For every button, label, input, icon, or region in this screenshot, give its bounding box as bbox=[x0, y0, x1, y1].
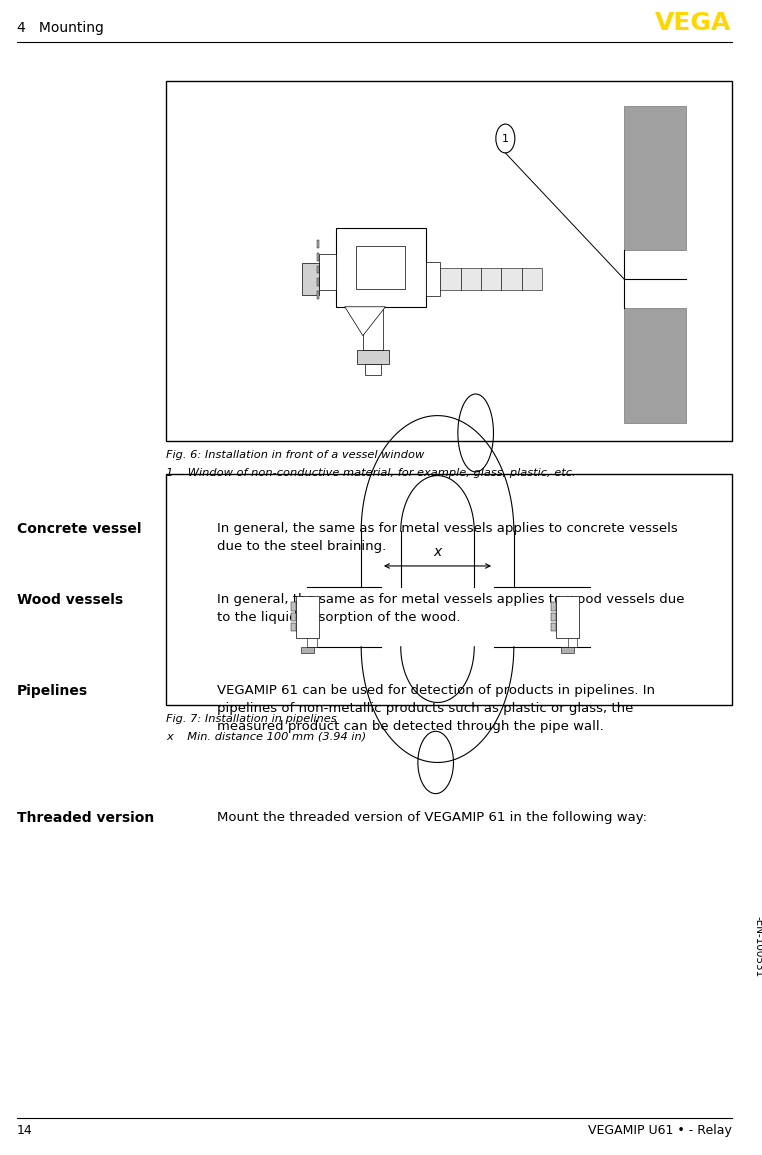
Text: Pipelines: Pipelines bbox=[17, 684, 88, 698]
Bar bbox=[307, 638, 316, 647]
Bar bbox=[290, 602, 296, 611]
Bar bbox=[556, 596, 579, 638]
Bar bbox=[624, 106, 687, 251]
Bar bbox=[290, 623, 296, 632]
Text: Mount the threaded version of VEGAMIP 61 in the following way:: Mount the threaded version of VEGAMIP 61… bbox=[217, 811, 647, 824]
Bar bbox=[551, 612, 556, 621]
Text: Fig. 7: Installation in pipelines: Fig. 7: Installation in pipelines bbox=[166, 714, 337, 724]
Bar bbox=[317, 240, 319, 248]
Text: Threaded version: Threaded version bbox=[17, 811, 154, 825]
Bar bbox=[461, 268, 481, 290]
Text: In general, the same as for metal vessels applies to wood vessels due
to the liq: In general, the same as for metal vessel… bbox=[217, 593, 685, 624]
Text: 14: 14 bbox=[17, 1124, 33, 1137]
Text: -EN-100531: -EN-100531 bbox=[753, 916, 762, 978]
Text: 1: 1 bbox=[502, 134, 509, 143]
Bar bbox=[440, 268, 461, 290]
Bar bbox=[317, 278, 319, 286]
Text: VEGAMIP 61 can be used for detection of products in pipelines. In
pipelines of n: VEGAMIP 61 can be used for detection of … bbox=[217, 684, 655, 732]
Bar bbox=[296, 596, 319, 638]
Text: 4   Mounting: 4 Mounting bbox=[17, 21, 104, 35]
Bar bbox=[319, 254, 336, 290]
Bar bbox=[301, 647, 314, 653]
Bar bbox=[363, 307, 383, 350]
Text: Wood vessels: Wood vessels bbox=[17, 593, 123, 606]
Bar bbox=[166, 81, 732, 441]
Bar bbox=[317, 266, 319, 274]
Bar bbox=[568, 638, 577, 647]
Text: 1    Window of non-conductive material, for example, glass, plastic, etc.: 1 Window of non-conductive material, for… bbox=[166, 468, 576, 478]
Bar bbox=[561, 647, 575, 653]
Text: Concrete vessel: Concrete vessel bbox=[17, 522, 141, 536]
Bar bbox=[357, 350, 389, 365]
Text: x    Min. distance 100 mm (3.94 in): x Min. distance 100 mm (3.94 in) bbox=[166, 731, 367, 742]
Bar bbox=[356, 246, 405, 290]
Text: Fig. 6: Installation in front of a vessel window: Fig. 6: Installation in front of a vesse… bbox=[166, 450, 424, 461]
Bar bbox=[290, 612, 296, 621]
Bar bbox=[551, 602, 556, 611]
Text: VEGAMIP U61 • - Relay: VEGAMIP U61 • - Relay bbox=[588, 1124, 732, 1137]
Bar bbox=[317, 291, 319, 299]
Bar bbox=[365, 365, 381, 375]
Bar bbox=[336, 228, 426, 307]
Text: In general, the same as for metal vessels applies to concrete vessels
due to the: In general, the same as for metal vessel… bbox=[217, 522, 678, 553]
Polygon shape bbox=[344, 307, 386, 336]
Bar bbox=[166, 474, 732, 705]
Bar bbox=[551, 623, 556, 632]
Bar bbox=[426, 261, 440, 297]
Bar bbox=[481, 268, 501, 290]
Bar bbox=[501, 268, 522, 290]
Text: x: x bbox=[434, 545, 442, 559]
Bar bbox=[317, 253, 319, 261]
Bar bbox=[522, 268, 542, 290]
Bar bbox=[624, 308, 687, 423]
Text: VEGA: VEGA bbox=[655, 10, 732, 35]
Bar bbox=[303, 263, 319, 295]
